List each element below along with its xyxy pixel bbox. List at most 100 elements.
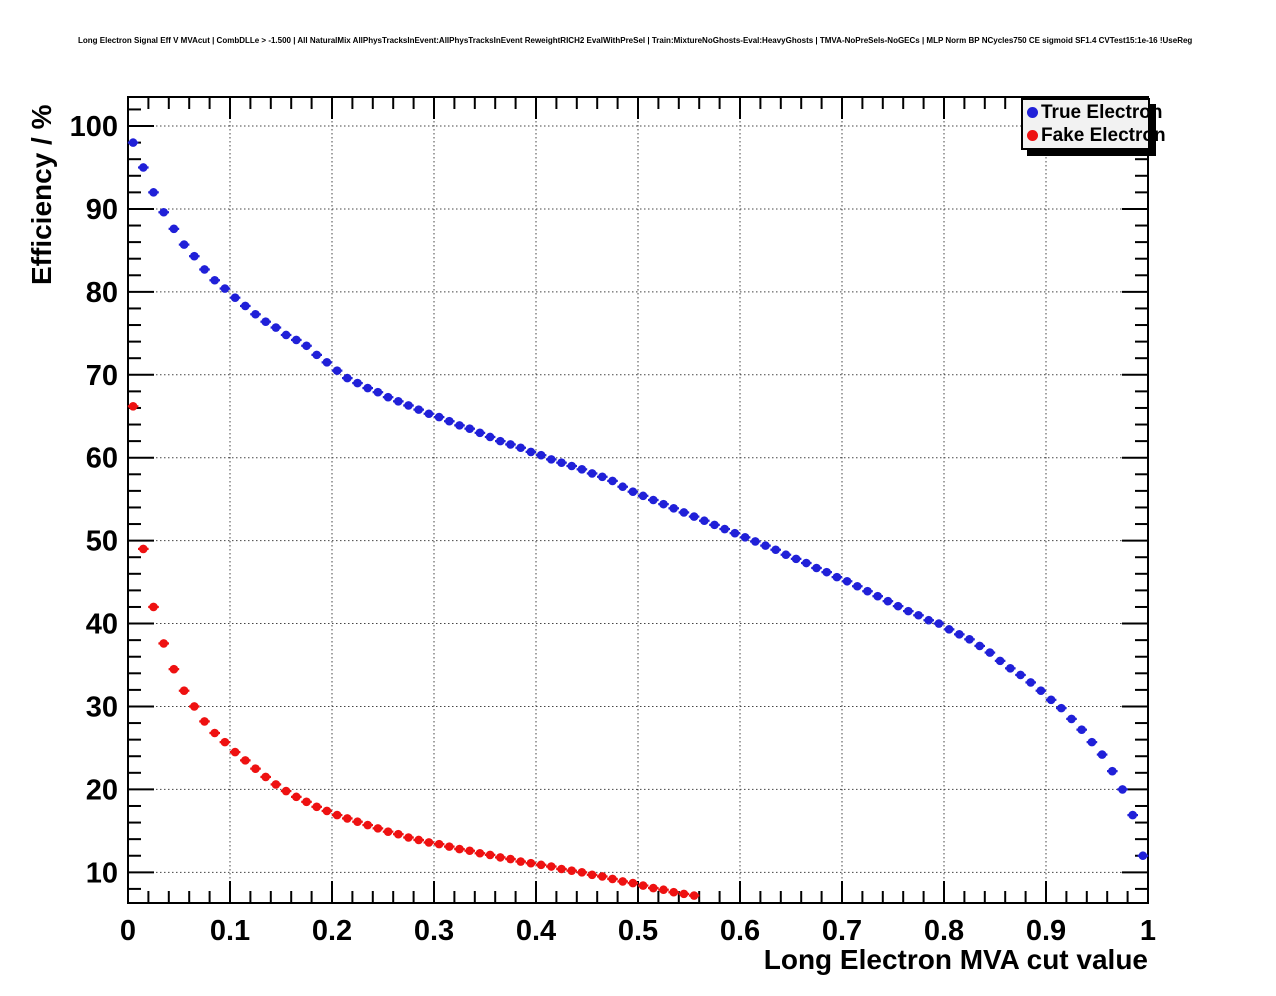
data-point: [1006, 664, 1015, 673]
data-point: [577, 465, 587, 474]
data-point: [638, 881, 648, 890]
data-point: [649, 495, 658, 505]
data-point: [536, 860, 546, 870]
data-point: [475, 848, 485, 858]
y-tick-label: 50: [86, 526, 118, 558]
data-point: [842, 576, 852, 586]
data-point: [598, 472, 607, 482]
data-point: [618, 877, 627, 886]
data-point: [955, 630, 964, 639]
data-point: [373, 387, 383, 397]
data-point: [261, 772, 271, 782]
data-point: [465, 424, 475, 433]
data-point: [394, 829, 403, 839]
data-point: [210, 275, 219, 285]
data-point: [720, 524, 729, 534]
data-point: [220, 284, 230, 293]
data-point: [536, 450, 546, 460]
data-point: [944, 625, 954, 634]
data-point: [567, 866, 576, 875]
data-point: [761, 541, 770, 550]
legend-label: Fake Electron: [1041, 124, 1166, 146]
x-axis-title: Long Electron MVA cut value: [763, 944, 1148, 975]
data-point: [934, 619, 944, 628]
data-point: [485, 850, 495, 860]
data-point: [394, 397, 403, 406]
data-point: [241, 301, 250, 311]
data-point: [659, 499, 668, 509]
data-point: [312, 350, 322, 360]
data-point: [995, 656, 1005, 666]
data-point: [608, 476, 617, 486]
data-point: [179, 240, 189, 249]
x-tick-label: 0.5: [618, 915, 658, 947]
data-point: [230, 747, 240, 757]
data-point: [1108, 766, 1117, 776]
data-point: [343, 373, 352, 383]
x-tick-label: 0.3: [414, 915, 454, 947]
data-point: [577, 868, 587, 877]
data-point: [608, 874, 617, 884]
data-point: [771, 545, 780, 555]
data-point: [271, 323, 281, 332]
data-point: [924, 615, 933, 625]
data-point: [822, 567, 831, 577]
data-point: [424, 838, 434, 847]
x-tick-label: 0.8: [924, 915, 964, 947]
x-tick-label: 0: [120, 915, 136, 947]
data-point: [128, 401, 138, 411]
data-point: [1067, 714, 1076, 724]
data-point: [271, 780, 281, 789]
data-point: [893, 601, 903, 611]
data-point: [404, 401, 413, 410]
x-tick-label: 0.4: [516, 915, 556, 947]
data-point: [1097, 750, 1107, 759]
data-point: [740, 533, 750, 542]
legend-entry-fake-electron: Fake Electron: [1023, 126, 1166, 145]
data-point: [343, 814, 352, 823]
data-point: [322, 806, 332, 816]
legend-marker-blue-dot-icon: [1027, 107, 1038, 119]
data-point: [863, 586, 872, 596]
data-point: [424, 409, 434, 419]
data-point: [669, 887, 678, 897]
data-point: [363, 820, 373, 830]
data-point: [455, 844, 464, 854]
data-point: [353, 817, 362, 827]
y-tick-label: 60: [86, 443, 118, 475]
data-point: [302, 341, 311, 351]
data-point: [506, 440, 515, 449]
data-point: [506, 854, 515, 864]
data-point: [587, 870, 597, 880]
data-point: [230, 293, 240, 302]
data-point: [455, 421, 464, 430]
data-point: [1026, 678, 1035, 687]
data-point: [516, 443, 525, 453]
data-point: [383, 392, 393, 402]
data-point: [373, 824, 383, 833]
data-point: [281, 330, 291, 340]
data-point: [710, 520, 719, 530]
data-point: [791, 554, 801, 564]
x-tick-label: 0.6: [720, 915, 760, 947]
data-point: [547, 455, 556, 464]
data-point: [159, 639, 168, 648]
data-point: [128, 138, 138, 147]
data-point: [618, 482, 627, 492]
data-point: [302, 797, 311, 807]
legend-marker-red-dot-icon: [1027, 129, 1038, 141]
data-point: [179, 686, 189, 696]
data-point: [434, 839, 444, 849]
data-point: [598, 872, 607, 881]
chart-title: Long Electron Signal Eff V MVAcut | Comb…: [78, 36, 1193, 45]
data-point: [322, 358, 332, 367]
data-point: [445, 416, 454, 426]
data-point: [292, 335, 301, 345]
data-point: [700, 516, 709, 526]
x-tick-label: 0.9: [1026, 915, 1066, 947]
plot-frame: [127, 96, 1149, 904]
data-point: [383, 827, 393, 836]
y-tick-label: 20: [86, 774, 118, 806]
data-point: [169, 664, 179, 674]
